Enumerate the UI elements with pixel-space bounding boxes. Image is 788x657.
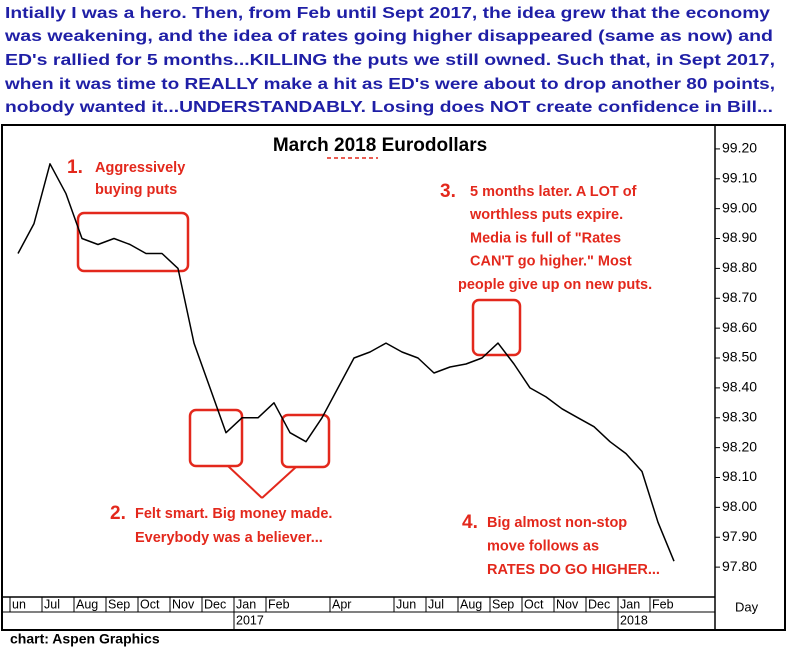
x-tick-label: Jul [428,597,444,611]
x-tick-label: Oct [524,597,544,611]
y-tick-label: 98.70 [722,289,757,305]
header-line: was weakening, and the idea of rates goi… [4,28,773,45]
y-tick-label: 98.00 [722,498,757,514]
x-tick-label: Dec [204,597,226,611]
y-tick-label: 98.10 [722,468,757,484]
y-tick-label: 99.00 [722,199,757,215]
y-tick-label: 98.40 [722,379,757,395]
annotation-text: CAN'T go higher." Most [470,254,632,270]
y-tick-label: 97.90 [722,528,757,544]
header-line: Intially I was a hero. Then, from Feb un… [5,5,770,22]
annotation-number: 4. [462,512,478,533]
y-tick-label: 98.90 [722,229,757,245]
box [188,408,244,468]
annotation-number: 1. [67,157,83,178]
annotation-text: move follows as [487,538,599,554]
arrow [227,465,263,499]
x-tick-label: Jul [44,597,60,611]
annotation-boxes [76,211,522,499]
x-tick-label: Feb [268,597,290,611]
x-tick-label: Jan [620,597,640,611]
x-tick-label: Sep [108,597,130,611]
x-tick-label: Nov [172,597,195,611]
x-tick-label: Feb [652,597,674,611]
annotation-text: Aggressively [95,160,185,176]
y-tick-label: 98.50 [722,349,757,365]
box [76,211,190,273]
y-tick-label: 99.10 [722,169,757,185]
y-tick-label: 98.20 [722,438,757,454]
box [471,298,522,357]
x-tick-label: un [12,597,26,611]
x-tick-label: Jan [236,597,256,611]
annotation-text: people give up on new puts. [458,277,652,293]
x-tick-label: Aug [460,597,482,611]
header: Intially I was a hero. Then, from Feb un… [4,5,775,116]
annotation-text: Big almost non-stop [487,515,627,531]
annotation-text: Felt smart. Big money made. [135,506,332,522]
y-tick-label: 98.80 [722,259,757,275]
chart-frame [1,124,786,631]
annotation-text: 5 months later. A LOT of [470,184,637,200]
annotation-number: 3. [440,181,456,202]
x-tick-label: Aug [76,597,98,611]
annotation-text: Media is full of "Rates [470,230,621,246]
annotation-text: buying puts [95,182,177,198]
annotation-text: worthless puts expire. [469,207,623,223]
x-tick-label: Nov [556,597,579,611]
y-tick-label: 99.20 [722,140,757,156]
y-tick-label: 97.80 [722,558,757,574]
annotation-number: 2. [110,503,126,524]
y-tick-label: 98.60 [722,319,757,335]
source-label: chart: Aspen Graphics [10,631,160,647]
year-label: 2018 [620,613,648,627]
price-line [17,163,675,562]
header-line: when it was time to REALLY make a hit as… [4,76,775,93]
header-line: ED's rallied for 5 months...KILLING the … [5,52,775,69]
x-tick-label: Oct [140,597,160,611]
x-tick-label: Apr [332,597,351,611]
annotation-text: RATES DO GO HIGHER... [487,562,660,578]
chart-title: March 2018 Eurodollars [273,135,487,156]
year-label: 2017 [236,613,264,627]
annotation-text: Everybody was a believer... [135,530,323,546]
box [280,413,331,469]
header-line: nobody wanted it...UNDERSTANDABLY. Losin… [5,99,773,116]
period-label: Day [735,599,759,614]
x-tick-label: Jun [396,597,416,611]
x-tick-label: Sep [492,597,514,611]
x-tick-label: Dec [588,597,610,611]
y-tick-label: 98.30 [722,408,757,424]
arrow [261,466,297,499]
